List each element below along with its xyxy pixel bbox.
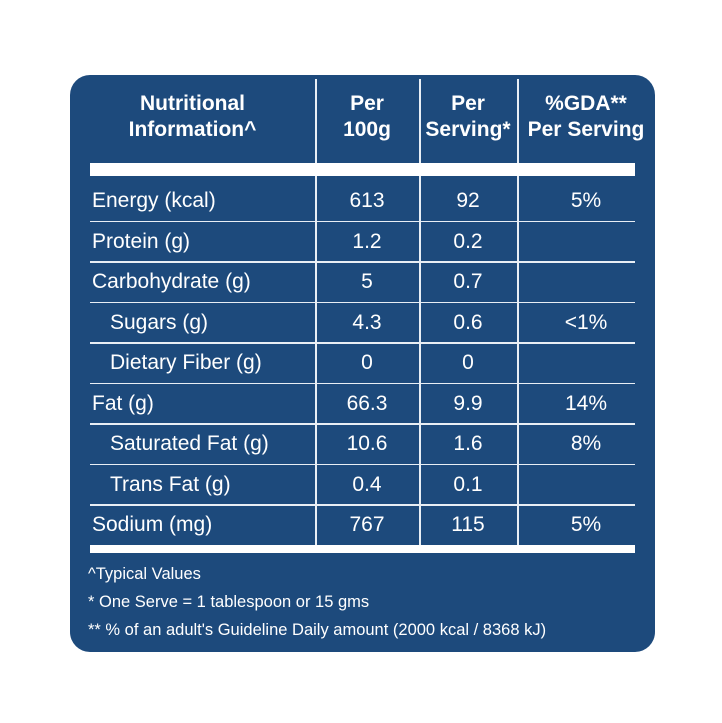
nutrient-name: Fat (g) xyxy=(92,391,154,415)
nutrient-value: 14% xyxy=(564,391,608,415)
column-header: Nutritional Information^ xyxy=(70,91,315,143)
nutrient-value: 5% xyxy=(570,513,602,536)
nutrient-name: Energy (kcal) xyxy=(92,189,216,212)
header-line: 100g xyxy=(343,118,391,141)
nutrient-value: <1% xyxy=(564,310,608,334)
column-header: Per 100g xyxy=(315,91,419,143)
column-divider xyxy=(517,79,519,546)
nutrient-value: 9.9 xyxy=(453,391,483,415)
nutrient-value: 0.4 xyxy=(352,472,382,496)
column-divider xyxy=(315,79,317,546)
header-line: Per xyxy=(350,92,384,115)
nutrient-name: Dietary Fiber (g) xyxy=(110,351,262,374)
nutrient-value: 8% xyxy=(570,432,602,455)
nutrient-value: 0.2 xyxy=(453,229,483,253)
nutrient-value: 0.7 xyxy=(453,270,483,293)
nutrient-value: 0.6 xyxy=(453,310,483,334)
nutrient-value: 0 xyxy=(361,351,373,374)
header-line: Nutritional xyxy=(140,92,245,115)
row-divider xyxy=(90,342,635,344)
nutrient-name: Sodium (mg) xyxy=(92,513,213,536)
nutrient-value: 613 xyxy=(349,189,385,212)
nutrient-value: 5 xyxy=(361,270,373,293)
header-line: Serving* xyxy=(425,118,511,141)
column-header: Per Serving* xyxy=(419,91,517,143)
row-divider xyxy=(90,504,635,506)
nutrient-value: 4.3 xyxy=(352,310,382,334)
header-line: Per xyxy=(451,92,485,115)
row-divider xyxy=(90,261,635,263)
nutrient-name: Trans Fat (g) xyxy=(110,472,231,496)
header-line: Information^ xyxy=(128,118,257,141)
nutrient-value: 1.6 xyxy=(453,432,483,455)
nutrient-value: 5% xyxy=(570,189,602,212)
nutrient-value: 767 xyxy=(349,513,385,536)
nutrient-value: 0 xyxy=(462,351,474,374)
header-line: Per Serving xyxy=(527,118,645,141)
row-divider xyxy=(90,220,635,222)
nutrient-value: 92 xyxy=(456,189,480,212)
nutrient-name: Sugars (g) xyxy=(110,310,209,334)
column-header: %GDA** Per Serving xyxy=(517,91,655,143)
nutrition-panel: Nutritional Information^ Per 100g Per Serving… xyxy=(70,75,655,652)
nutrient-name: Saturated Fat (g) xyxy=(110,432,269,455)
footnote: * One Serve = 1 tablespoon or 15 gms xyxy=(88,593,370,611)
nutrient-value: 1.2 xyxy=(352,229,382,253)
nutrient-name: Carbohydrate (g) xyxy=(92,270,251,293)
row-divider xyxy=(90,423,635,425)
nutrient-value: 115 xyxy=(451,513,485,536)
column-divider xyxy=(419,79,421,546)
nutrient-value: 10.6 xyxy=(346,432,388,455)
footer-bar xyxy=(90,545,635,553)
footnote: ** % of an adult's Guideline Daily amoun… xyxy=(88,621,547,639)
row-divider xyxy=(90,301,635,303)
row-divider xyxy=(90,463,635,465)
header-line: %GDA** xyxy=(545,92,627,115)
header-bar xyxy=(90,163,635,176)
nutrient-value: 66.3 xyxy=(346,391,388,415)
footnote: ^Typical Values xyxy=(88,565,201,583)
row-divider xyxy=(90,382,635,384)
nutrient-name: Protein (g) xyxy=(92,229,191,253)
nutrient-value: 0.1 xyxy=(453,472,483,496)
